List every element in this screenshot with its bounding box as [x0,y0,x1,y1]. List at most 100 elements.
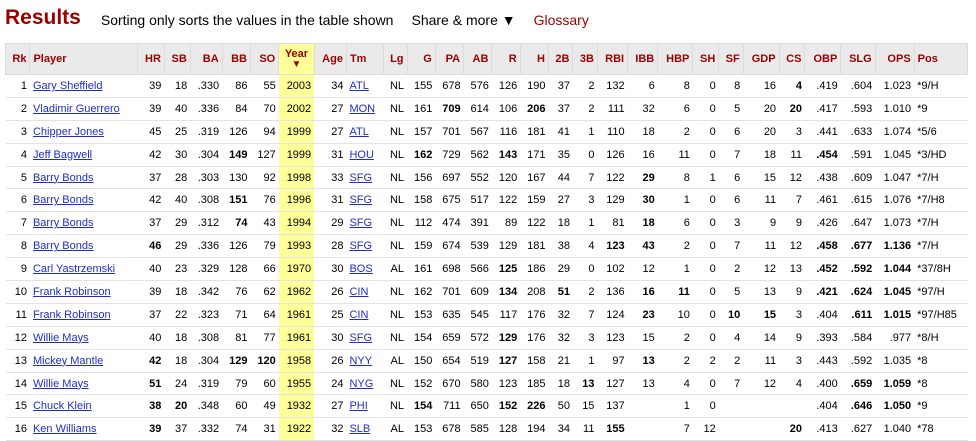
cell-obp: .441 [804,120,841,144]
team-link[interactable]: SLB [349,423,371,436]
player-link[interactable]: Frank Robinson [32,308,111,321]
cell-hr: 39 [137,417,165,441]
cell-ab: 572 [463,326,492,350]
column-header-year[interactable]: Year ▼ [278,43,315,75]
player-link[interactable]: Jeff Bagwell [32,148,93,161]
cell-pos: *37/8H [914,257,968,282]
cell-rk: 11 [5,303,30,327]
glossary-link[interactable]: Glossary [533,12,589,28]
player-link[interactable]: Barry Bonds [32,194,94,207]
cell-lg: NL [383,74,408,98]
player-link[interactable]: Willie Mays [32,377,89,390]
column-header-hr[interactable]: HR [137,43,165,75]
team-link[interactable]: ATL [349,125,369,138]
cell-lg: NL [383,188,408,213]
column-header-2b[interactable]: 2B [547,43,574,75]
team-link[interactable]: SFG [349,217,373,230]
cell-gdp: 12 [743,257,780,282]
cell-player: Carl Yastrzemski [29,257,138,282]
column-header-r[interactable]: R [491,43,521,75]
cell-cs: 9 [779,280,805,304]
player-link[interactable]: Carl Yastrzemski [32,263,116,276]
cell-ibb [627,417,658,441]
column-header-tm[interactable]: Tm [345,43,384,75]
player-link[interactable]: Chuck Klein [32,400,92,413]
column-header-gdp[interactable]: GDP [742,43,780,75]
column-header-player[interactable]: Player [29,43,139,75]
table-row: 3 Chipper Jones 45 25.319 126 94 1999 27 ATL NL 15… [5,120,968,144]
cell-3b: 2 [572,280,598,304]
player-link[interactable]: Barry Bonds [32,240,94,253]
column-header-rbi[interactable]: RBI [596,43,629,75]
player-link[interactable]: Vladimir Guerrero [32,102,120,115]
column-header-g[interactable]: G [406,43,436,75]
cell-2b: 38 [548,234,573,259]
cell-slg: .591 [840,143,876,167]
column-header-so[interactable]: SO [249,43,280,75]
cell-so: 76 [250,188,279,213]
cell-3b: 7 [572,166,598,190]
cell-obp: .443 [804,349,841,373]
column-header-obp[interactable]: OBP [804,43,842,75]
column-header-ab[interactable]: AB [463,43,493,75]
player-link[interactable]: Barry Bonds [32,171,94,184]
column-header-sh[interactable]: SH [692,43,720,75]
player-link[interactable]: Frank Robinson [32,285,111,298]
team-link[interactable]: SFG [349,331,373,344]
column-header-cs[interactable]: CS [778,43,806,75]
cell-gdp: 15 [743,303,780,327]
column-header-bb[interactable]: BB [221,43,251,75]
results-header: Results Sorting only sorts the values in… [0,0,976,40]
cell-pos: *7/H [914,211,968,236]
cell-sb: 28 [164,166,191,190]
column-header-3b[interactable]: 3B [572,43,598,75]
cell-r: 125 [491,257,521,282]
player-link[interactable]: Chipper Jones [32,125,104,138]
team-link[interactable]: SFG [349,240,373,253]
column-header-pos[interactable]: Pos [913,43,969,75]
player-link[interactable]: Gary Sheffield [32,79,103,92]
column-header-lg[interactable]: Lg [382,43,408,75]
cell-hr: 39 [137,97,165,121]
cell-hr: 37 [137,166,165,190]
player-link[interactable]: Mickey Mantle [32,354,104,367]
team-link[interactable]: CIN [349,285,369,298]
column-header-ops[interactable]: OPS [874,43,915,75]
cell-year: 2002 [278,97,315,121]
cell-ba: .332 [190,417,223,441]
team-link[interactable]: NYG [349,377,374,390]
cell-obp: .419 [804,74,841,98]
column-header-ba[interactable]: BA [189,43,223,75]
team-link[interactable]: HOU [349,148,374,161]
team-link[interactable]: SFG [349,171,373,184]
player-link[interactable]: Barry Bonds [32,217,94,230]
team-link[interactable]: SFG [349,194,373,207]
column-header-h[interactable]: H [519,43,550,75]
team-link[interactable]: CIN [349,308,369,321]
team-link[interactable]: MON [349,102,376,115]
cell-ibb: 13 [627,372,658,396]
column-header-sb[interactable]: SB [163,43,191,75]
cell-hr: 38 [137,394,165,419]
cell-ibb: 29 [627,166,658,190]
column-header-age[interactable]: Age [313,43,347,75]
cell-lg: AL [383,349,408,373]
cell-cs: 9 [779,326,805,350]
team-link[interactable]: ATL [349,79,369,92]
column-header-ibb[interactable]: IBB [627,43,659,75]
player-link[interactable]: Ken Williams [32,423,97,436]
column-header-sf[interactable]: SF [718,43,744,75]
share-menu-button[interactable]: Share & more ▼ [411,12,516,28]
column-header-pa[interactable]: PA [434,43,465,75]
team-link[interactable]: NYY [349,354,373,367]
column-header-rk[interactable]: Rk [4,43,31,75]
cell-g: 153 [407,303,436,327]
team-link[interactable]: PHI [349,400,368,413]
cell-2b: 32 [548,326,573,350]
cell-age: 26 [314,349,347,373]
table-row: 6 Barry Bonds 42 40.308 151 76 1996 31 SFG NL 158 6… [5,188,968,213]
column-header-hbp[interactable]: HBP [657,43,694,75]
team-link[interactable]: BOS [349,263,373,276]
player-link[interactable]: Willie Mays [32,331,89,344]
column-header-slg[interactable]: SLG [840,43,876,75]
